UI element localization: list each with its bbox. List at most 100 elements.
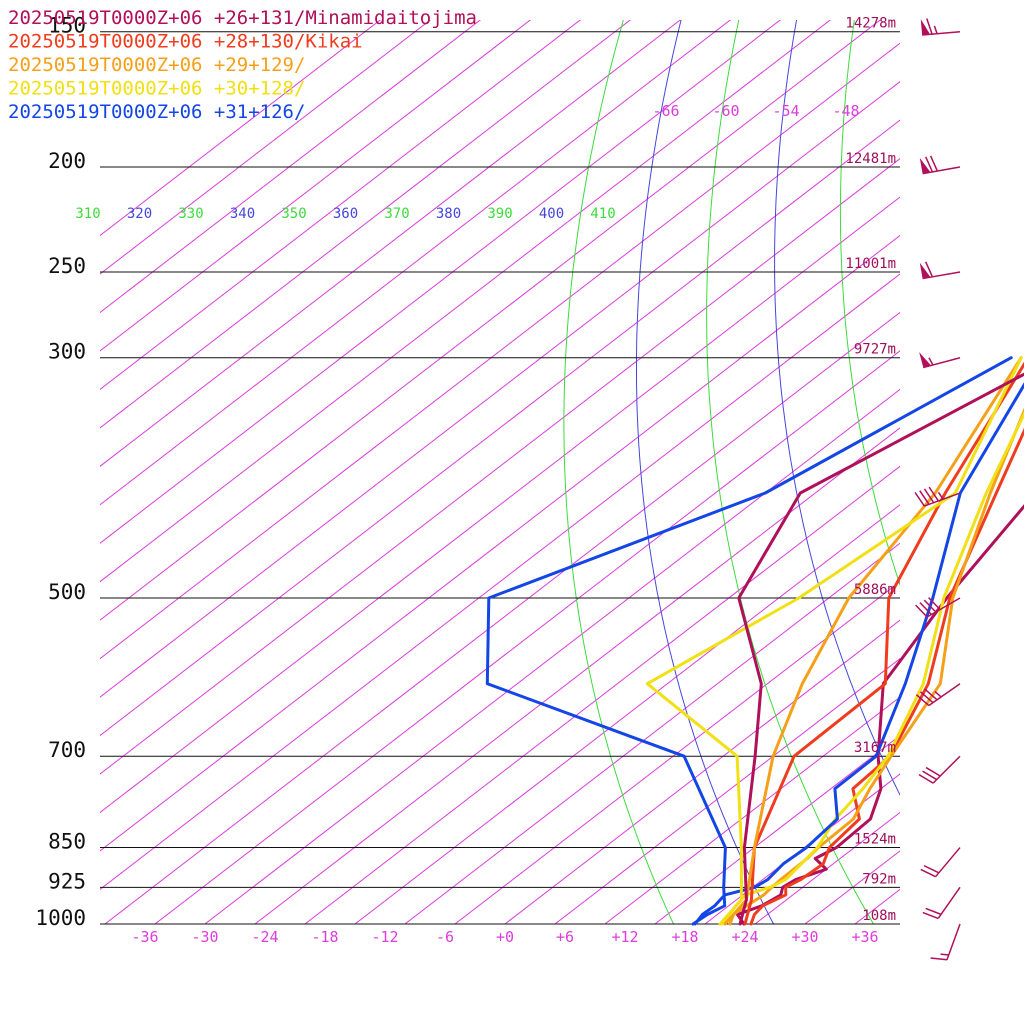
isotherm-line xyxy=(100,20,382,237)
temperature-tick-label: -12 xyxy=(371,928,398,946)
isotherm-line xyxy=(254,427,900,924)
temperature-tick-label: -6 xyxy=(436,928,454,946)
height-label: 792m xyxy=(862,871,896,887)
profile-line xyxy=(735,504,1024,926)
profile-line xyxy=(485,356,1013,926)
temperature-tick-label: +18 xyxy=(671,928,698,946)
barb-full xyxy=(920,868,936,878)
theta-label: 400 xyxy=(539,206,564,222)
isotherm-line xyxy=(504,619,900,924)
theta-label: 380 xyxy=(436,206,461,222)
theta-label: 350 xyxy=(281,206,306,222)
barb-staff xyxy=(934,847,961,878)
barb-full xyxy=(929,155,939,172)
legend-entry: 20250519T0000Z+06 +28+130/Kikai xyxy=(8,31,363,53)
legend-entry: 20250519T0000Z+06 +26+131/Minamidaitojim… xyxy=(8,7,477,29)
wind-barb xyxy=(930,923,961,961)
barb-half xyxy=(937,491,944,500)
profile-line xyxy=(693,382,1024,926)
barb-full xyxy=(923,864,940,874)
isotherm-line xyxy=(100,81,900,698)
barb-staff xyxy=(937,886,961,919)
barb-staff xyxy=(924,492,961,507)
isotherm-line xyxy=(100,20,632,429)
profile-line xyxy=(749,427,1024,926)
isotherm-line xyxy=(104,311,900,924)
isotherm-line xyxy=(100,20,582,391)
barb-flag xyxy=(919,262,931,279)
isotherm-line xyxy=(1005,0,1024,924)
isotherm-line xyxy=(454,581,900,924)
barb-full xyxy=(915,604,928,618)
barb-full xyxy=(930,957,948,961)
barb-full xyxy=(923,488,935,504)
pressure-label: 1000 xyxy=(35,906,86,930)
isotherm-line xyxy=(100,20,432,275)
barb-full xyxy=(914,491,925,507)
wind-barb xyxy=(914,486,961,507)
barb-staff xyxy=(926,597,961,618)
height-label: 12481m xyxy=(845,151,896,167)
wind-barb xyxy=(918,755,961,784)
temperature-tick-label: -18 xyxy=(311,928,338,946)
barb-full xyxy=(922,911,939,920)
barb-staff xyxy=(928,683,961,707)
theta-label: 330 xyxy=(178,206,203,222)
barb-full xyxy=(920,691,934,704)
barb-full xyxy=(922,770,938,781)
legend-entry: 20250519T0000Z+06 +29+129/ xyxy=(8,54,305,76)
barb-full xyxy=(925,766,941,777)
pressure-grid xyxy=(100,31,900,925)
barb-full xyxy=(924,688,938,701)
barb-full xyxy=(926,18,933,35)
pressure-label: 150 xyxy=(48,14,86,38)
isotherm-line xyxy=(100,20,882,621)
isotherm-line xyxy=(754,811,900,924)
profile-line xyxy=(737,372,1024,926)
temperature-tick-label: +24 xyxy=(731,928,758,946)
barb-full xyxy=(925,907,942,916)
barb-flag xyxy=(919,352,932,368)
isotherm-line xyxy=(154,350,900,924)
barb-half xyxy=(928,357,934,366)
isotherm-line xyxy=(100,20,482,314)
pressure-label: 500 xyxy=(48,580,86,604)
isotherm-line xyxy=(100,20,682,467)
temperature-tick-label: -24 xyxy=(251,928,278,946)
theta-label: 360 xyxy=(333,206,358,222)
barb-staff xyxy=(932,755,961,784)
barb-staff xyxy=(922,30,961,36)
dry-adiabat-line xyxy=(563,20,674,924)
wind-barb xyxy=(919,155,961,175)
pressure-label: 925 xyxy=(48,869,86,893)
profile-line xyxy=(743,361,1024,926)
temperature-tick-label: -30 xyxy=(191,928,218,946)
theta-label: 310 xyxy=(75,206,100,222)
temperature-tick-label: +0 xyxy=(496,928,514,946)
axis-labels: 10016659m15014278m20012481m25011001m3009… xyxy=(35,14,896,946)
pressure-label: 300 xyxy=(48,340,86,364)
barb-full xyxy=(918,773,934,784)
wind-barb xyxy=(922,886,961,920)
theta-label: 340 xyxy=(230,206,255,222)
isotherm-line xyxy=(404,542,900,924)
barb-flag xyxy=(920,19,931,36)
dry-adiabat-line xyxy=(774,20,900,797)
height-label: 11001m xyxy=(845,256,896,272)
isotherm-line xyxy=(100,20,832,583)
pressure-label: 700 xyxy=(48,738,86,762)
wind-barb xyxy=(915,597,961,618)
wind-barb xyxy=(920,18,961,36)
isotherm-line xyxy=(100,196,900,814)
theta-label: 390 xyxy=(487,206,512,222)
pressure-label: 250 xyxy=(48,254,86,278)
wind-barb xyxy=(919,352,961,369)
upper-isotherm-label: -60 xyxy=(712,102,739,120)
barb-staff xyxy=(923,356,961,369)
isotherm-line xyxy=(554,657,900,924)
isotherm-line xyxy=(100,20,732,506)
isotherm-line xyxy=(354,504,900,924)
isotherm-line xyxy=(100,273,900,891)
pressure-label: 200 xyxy=(48,149,86,173)
